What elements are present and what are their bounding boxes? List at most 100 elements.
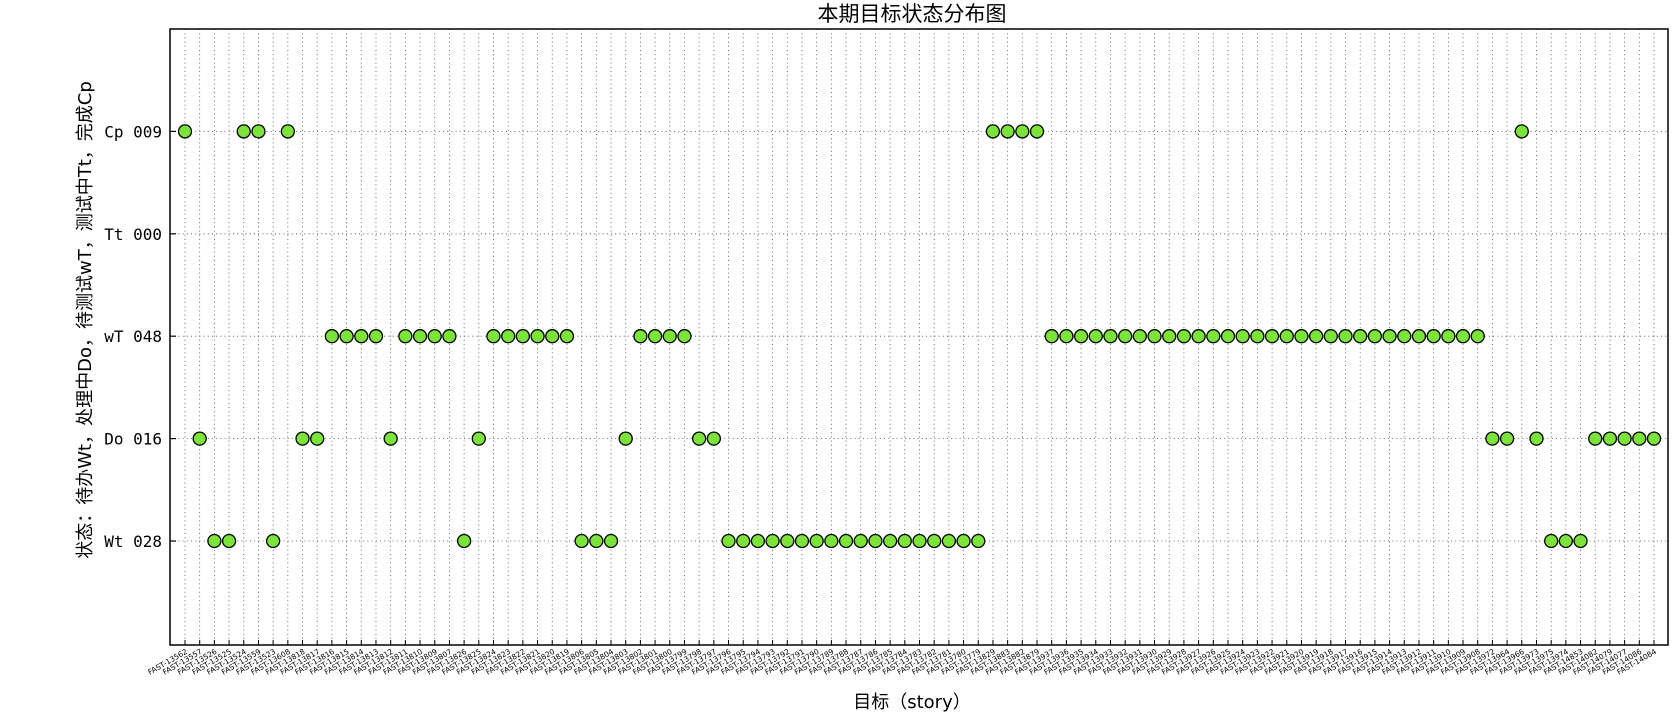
data-point-marker — [897, 533, 912, 549]
data-point-marker — [456, 533, 472, 549]
data-point-marker — [530, 329, 545, 344]
data-point-marker — [1499, 431, 1515, 446]
data-point-marker — [1235, 329, 1250, 344]
data-point-marker — [824, 533, 839, 549]
data-point-marker — [1264, 329, 1280, 344]
data-point-marker — [603, 533, 619, 549]
data-point-marker — [412, 329, 428, 344]
x-axis-label: 目标（story） — [853, 692, 971, 713]
data-point-marker — [1088, 329, 1103, 344]
data-point-marker — [354, 329, 369, 344]
x-tick-labels: FAST-13562FAST-13557FAST-13526FAST-13525… — [146, 647, 1658, 677]
data-point-marker — [765, 533, 780, 549]
data-point-marker — [838, 533, 854, 549]
data-point-marker — [383, 431, 398, 446]
data-point-marker — [545, 329, 560, 344]
data-point-marker — [1323, 329, 1338, 344]
data-point-marker — [1382, 329, 1397, 344]
data-point-marker — [1176, 329, 1192, 344]
data-point-marker — [1279, 329, 1294, 344]
data-point-marker — [662, 329, 677, 344]
data-point-marker — [251, 124, 266, 139]
data-point-marker — [1588, 431, 1603, 446]
y-tick-label: Do 016 — [104, 430, 162, 449]
data-point-marker — [956, 533, 971, 549]
data-point-marker — [1470, 329, 1485, 344]
data-point-marker — [912, 533, 927, 549]
data-point-marker — [339, 329, 354, 344]
data-point-marker — [574, 533, 589, 549]
data-point-marker — [501, 329, 516, 344]
data-point-marker — [1206, 329, 1221, 344]
data-point-marker — [1646, 431, 1662, 446]
data-point-marker — [1162, 329, 1177, 344]
y-tick-label: wT 048 — [104, 327, 162, 346]
data-point-marker — [1617, 431, 1632, 446]
data-point-marker — [471, 431, 486, 446]
y-axis-label: 状态：待办Wt，处理中Do，待测试wT，测试中Tt，完成Cp — [75, 81, 96, 559]
data-point-marker — [589, 533, 604, 549]
plot-frame — [169, 28, 1669, 646]
data-point-marker — [1397, 329, 1412, 344]
data-points — [177, 124, 1662, 549]
data-point-marker — [310, 431, 325, 446]
data-point-marker — [1220, 329, 1236, 344]
y-tick-label: Wt 028 — [104, 532, 162, 551]
data-point-marker — [736, 533, 751, 549]
data-point-marker — [706, 431, 721, 446]
data-point-marker — [927, 533, 942, 549]
data-point-marker — [1147, 329, 1162, 344]
data-point-marker — [1544, 533, 1559, 549]
chart-title: 本期目标状态分布图 — [818, 2, 1007, 26]
data-point-marker — [1485, 431, 1500, 446]
data-point-marker — [1441, 329, 1456, 344]
data-point-marker — [221, 533, 237, 549]
data-point-marker — [1353, 329, 1368, 344]
data-point-marker — [794, 533, 810, 549]
y-tick-label: Tt 000 — [104, 225, 162, 244]
y-tick-label: Cp 009 — [104, 122, 162, 141]
data-point-marker — [882, 533, 898, 549]
data-point-marker — [324, 329, 340, 344]
data-point-marker — [809, 533, 824, 549]
data-point-marker — [515, 329, 531, 344]
data-point-marker — [633, 329, 648, 344]
data-point-marker — [971, 533, 986, 549]
data-point-marker — [1632, 431, 1647, 446]
data-point-marker — [1029, 124, 1045, 139]
y-tick-labels: Wt 028 Do 016 wT 048 Tt 000 Cp 009 — [104, 122, 162, 551]
data-point-marker — [1044, 329, 1059, 344]
data-point-marker — [1573, 533, 1588, 549]
data-point-marker — [1338, 329, 1353, 344]
data-point-marker — [1514, 124, 1529, 139]
data-point-marker — [1000, 124, 1015, 139]
data-point-marker — [750, 533, 766, 549]
data-point-marker — [1426, 329, 1441, 344]
data-point-marker — [780, 533, 795, 549]
data-point-marker — [559, 329, 575, 344]
data-point-marker — [1308, 329, 1324, 344]
data-point-marker — [1132, 329, 1147, 344]
data-point-marker — [177, 124, 193, 139]
data-point-marker — [368, 329, 384, 344]
data-point-marker — [1059, 329, 1074, 344]
data-point-marker — [1073, 329, 1089, 344]
data-point-marker — [486, 329, 501, 344]
data-point-marker — [427, 329, 442, 344]
data-point-marker — [853, 533, 868, 549]
data-point-marker — [1191, 329, 1206, 344]
data-point-marker — [868, 533, 883, 549]
data-point-marker — [985, 124, 1001, 139]
data-point-marker — [442, 329, 457, 344]
data-point-marker — [295, 431, 310, 446]
data-point-marker — [1103, 329, 1118, 344]
data-point-marker — [192, 431, 207, 446]
data-point-marker — [1455, 329, 1471, 344]
data-point-marker — [280, 124, 295, 139]
data-point-marker — [618, 431, 633, 446]
data-point-marker — [265, 533, 281, 549]
data-point-marker — [1015, 124, 1030, 139]
data-point-marker — [1250, 329, 1265, 344]
data-point-marker — [1529, 431, 1544, 446]
